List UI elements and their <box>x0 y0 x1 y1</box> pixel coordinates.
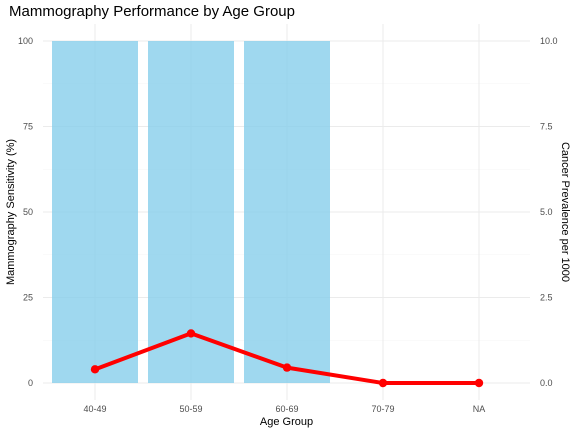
y-axis-right-ticks: 0.0 2.5 5.0 7.5 10.0 <box>540 36 558 388</box>
y2-tick-label: 7.5 <box>540 122 553 132</box>
prevalence-point-70-79 <box>378 378 388 388</box>
y2-tick-label: 5.0 <box>540 207 553 217</box>
y-tick-label: 75 <box>23 122 33 132</box>
y-axis-left-ticks: 0 25 50 75 100 <box>18 36 33 388</box>
y2-tick-label: 0.0 <box>540 378 553 388</box>
x-tick-label: 50-59 <box>179 404 202 414</box>
x-axis-ticks: 40-49 50-59 60-69 70-79 NA <box>83 404 485 414</box>
y-tick-label: 25 <box>23 293 33 303</box>
x-tick-label: 70-79 <box>371 404 394 414</box>
y-tick-label: 0 <box>28 378 33 388</box>
x-tick-label: 60-69 <box>275 404 298 414</box>
prevalence-point-60-69 <box>282 363 292 372</box>
y-axis-left-title: Mammography Sensitivity (%) <box>5 139 17 285</box>
bar-60-69 <box>244 41 330 383</box>
x-axis-title: Age Group <box>260 416 313 428</box>
x-tick-label: NA <box>473 404 486 414</box>
prevalence-point-40-49 <box>90 365 100 374</box>
prevalence-point-50-59 <box>186 329 196 338</box>
bar-50-59 <box>148 41 234 383</box>
bars <box>52 41 330 383</box>
prevalence-point-NA <box>474 378 484 388</box>
bar-40-49 <box>52 41 138 383</box>
y-tick-label: 50 <box>23 207 33 217</box>
y-axis-right-title: Cancer Prevalence per 1000 <box>559 142 571 282</box>
prevalence-line <box>90 329 484 388</box>
y-tick-label: 100 <box>18 36 33 46</box>
chart-title: Mammography Performance by Age Group <box>9 3 295 20</box>
y2-tick-label: 10.0 <box>540 36 558 46</box>
y2-tick-label: 2.5 <box>540 293 553 303</box>
x-tick-label: 40-49 <box>83 404 106 414</box>
